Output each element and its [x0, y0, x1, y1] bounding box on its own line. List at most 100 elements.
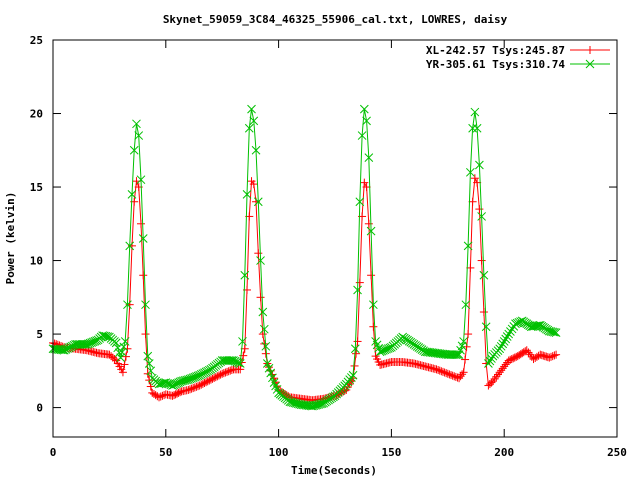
series-0-point	[258, 330, 267, 339]
series-1-point	[353, 285, 362, 295]
series-0-point	[254, 249, 263, 258]
series-1-point	[470, 107, 480, 117]
y-tick-label: 20	[30, 108, 43, 121]
series-1-point	[550, 327, 559, 337]
series-0-point	[208, 374, 217, 383]
series-1-point	[134, 131, 144, 140]
series-1-point	[348, 370, 358, 380]
series-1-point	[123, 300, 132, 310]
series-0-point	[545, 353, 554, 362]
series-1-point	[182, 375, 192, 385]
series-1-point	[187, 374, 196, 383]
series-1-point	[169, 380, 179, 390]
series-1-point	[175, 377, 185, 387]
series-1-point	[375, 347, 385, 357]
series-1-point	[127, 190, 137, 199]
series-1-point	[316, 399, 325, 409]
series-0-point	[139, 271, 148, 280]
series-1-point	[262, 359, 272, 368]
series-1-point	[544, 326, 554, 336]
series-1-point	[190, 372, 200, 382]
series-0-point	[464, 330, 473, 339]
series-1-point	[507, 324, 517, 334]
series-0-point	[432, 365, 441, 374]
series-1-point	[234, 358, 243, 368]
series-0-point	[184, 385, 193, 394]
series-1-point	[382, 344, 391, 354]
series-1-point	[496, 341, 506, 351]
series-1-point	[101, 331, 111, 341]
series-0-point	[443, 369, 452, 378]
legend-label: XL-242.57 Tsys:245.87	[426, 44, 565, 57]
series-0-point	[145, 376, 154, 385]
series-0-point	[438, 367, 447, 376]
series-0-point	[192, 382, 201, 391]
series-1-point	[251, 145, 261, 155]
series-1-point	[168, 381, 177, 390]
series-0-point	[224, 367, 233, 376]
series-1-point	[501, 334, 511, 344]
series-1-point	[485, 356, 495, 366]
x-tick-label: 100	[269, 446, 289, 459]
series-1-point	[114, 348, 124, 358]
series-1-point	[256, 256, 265, 265]
series-1-point	[468, 123, 477, 133]
series-0-point	[197, 380, 206, 389]
x-tick-label: 50	[159, 446, 172, 459]
series-1-point	[136, 175, 146, 185]
series-0-point	[470, 174, 479, 183]
series-0-point	[110, 355, 119, 364]
series-1-point	[285, 397, 295, 407]
series-1-point	[355, 197, 365, 207]
series-1-point	[377, 346, 387, 356]
series-1-point	[472, 123, 482, 133]
series-1-point	[171, 379, 180, 389]
series-1-point	[238, 337, 247, 346]
series-1-point	[380, 345, 390, 355]
series-1-point	[312, 400, 322, 410]
series-1-point	[235, 359, 245, 368]
series-1-point	[287, 397, 296, 407]
series-0-point	[437, 367, 446, 376]
series-1-point	[143, 351, 153, 361]
y-tick-label: 5	[36, 328, 43, 341]
series-0-point	[121, 352, 130, 361]
series-1-point	[129, 145, 139, 155]
series-1-point	[362, 116, 371, 126]
series-0-point	[435, 366, 444, 375]
series-0-point	[194, 382, 203, 391]
series-0-point	[477, 256, 486, 265]
series-1-point	[244, 123, 254, 133]
series-0-point	[158, 391, 167, 400]
series-0-point	[123, 344, 132, 353]
series-0-point	[205, 376, 214, 385]
series-0-point	[550, 351, 559, 360]
series-0-point	[221, 368, 230, 377]
series-1-point	[247, 104, 256, 114]
series-1-point	[98, 331, 107, 340]
series-0-point	[226, 366, 235, 375]
series-1-point	[58, 345, 68, 355]
series-1-point	[258, 307, 268, 317]
legend-1-point	[585, 59, 595, 69]
series-1-point	[180, 376, 190, 385]
x-tick-label: 250	[607, 446, 627, 459]
series-1-point	[249, 116, 259, 126]
series-0-point	[206, 375, 215, 384]
series-1-point	[268, 373, 277, 383]
y-tick-label: 25	[30, 34, 43, 47]
series-0-point	[210, 373, 219, 382]
series-0-point	[445, 370, 454, 379]
y-axis-label: Power (kelvin)	[4, 192, 17, 285]
series-0-point	[202, 378, 211, 387]
series-0-point	[189, 384, 198, 393]
series-0-point	[487, 378, 496, 387]
series-0-point	[353, 337, 362, 346]
series-1-point	[290, 398, 300, 408]
series-1-point	[146, 366, 156, 376]
y-tick-label: 15	[30, 181, 43, 194]
series-0-point	[352, 349, 361, 358]
legend-0-point	[586, 46, 594, 54]
series-0-point	[447, 371, 456, 380]
